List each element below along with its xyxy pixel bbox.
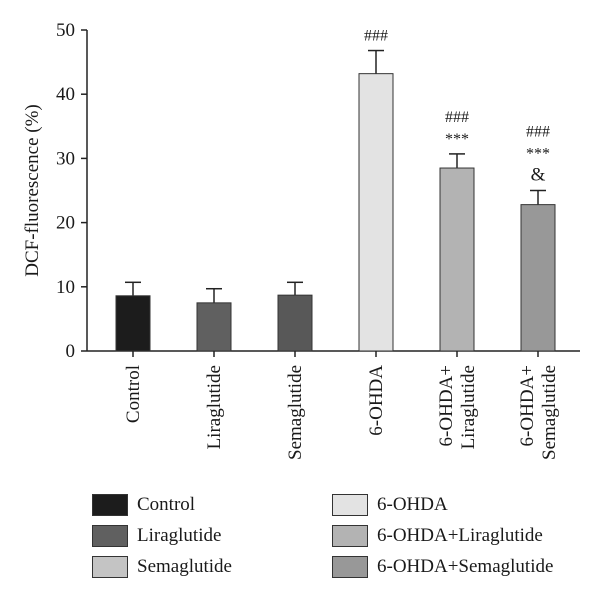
legend-swatch	[332, 525, 368, 547]
y-tick-label: 10	[56, 277, 75, 298]
x-tick-label: Semaglutide	[539, 365, 560, 460]
bar	[439, 167, 475, 352]
legend-swatch	[92, 494, 128, 516]
significance-label: ###	[364, 28, 388, 45]
bar	[196, 302, 232, 352]
significance-label: ***	[445, 131, 469, 148]
legend-item: Liraglutide	[92, 523, 221, 549]
legend-label: 6-OHDA+Semaglutide	[377, 556, 554, 577]
x-tick-label: Liraglutide	[458, 365, 479, 449]
x-tick-label: Control	[123, 365, 144, 423]
legend-swatch	[332, 556, 368, 578]
y-tick-label: 0	[66, 341, 76, 362]
significance-label: &	[531, 165, 546, 186]
legend-item: 6-OHDA+Semaglutide	[332, 554, 553, 580]
x-tick-label: 6-OHDA	[366, 365, 387, 436]
y-tick-label: 30	[56, 148, 75, 169]
legend-item: Control	[92, 492, 195, 518]
x-tick-label: Semaglutide	[285, 365, 306, 460]
legend-swatch	[332, 494, 368, 516]
y-tick-label: 20	[56, 213, 75, 234]
bar	[277, 294, 313, 352]
legend-label: Control	[137, 494, 196, 515]
significance-label: ***	[526, 146, 550, 163]
legend-item: 6-OHDA	[332, 492, 448, 518]
bar-chart: 0 10 20 30 40 50 DCF-fluorescence (%) Control Li…	[22, 20, 580, 460]
legend-label: Semaglutide	[137, 556, 232, 577]
legend-label: 6-OHDA	[377, 494, 448, 515]
legend-label: Liraglutide	[137, 525, 222, 546]
x-tick-label: Liraglutide	[204, 365, 225, 449]
bar	[358, 73, 394, 352]
bar	[115, 295, 151, 352]
legend-label: 6-OHDA+Liraglutide	[377, 525, 543, 546]
significance-label: ###	[445, 109, 469, 126]
legend-swatch	[92, 525, 128, 547]
bar	[520, 204, 556, 352]
legend-swatch	[92, 556, 128, 578]
y-axis-label: DCF-fluorescence (%)	[22, 104, 43, 277]
y-tick-label: 40	[56, 84, 75, 105]
significance-label: ###	[526, 124, 550, 141]
x-tick-label: 6-OHDA+	[436, 365, 457, 446]
y-tick-label: 50	[56, 20, 75, 41]
x-tick-label: 6-OHDA+	[517, 365, 538, 446]
legend-item: Semaglutide	[92, 554, 232, 580]
legend-item: 6-OHDA+Liraglutide	[332, 523, 543, 549]
